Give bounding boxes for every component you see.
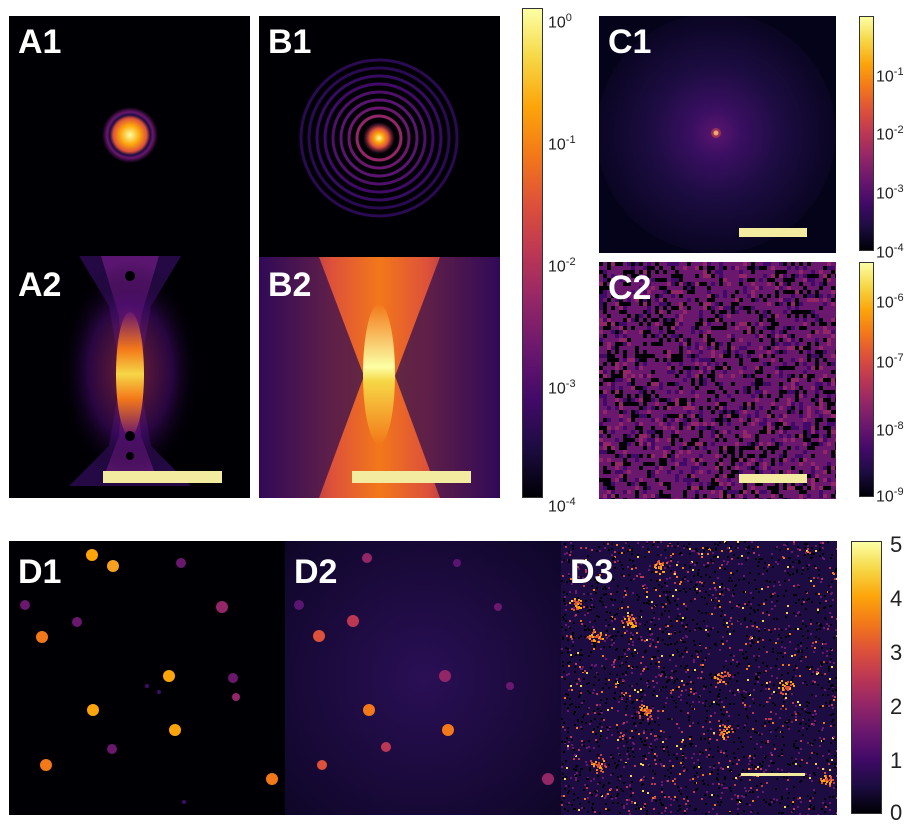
colorbar-c1-tick: 10-4 xyxy=(876,240,904,261)
colorbar-c2-tick: 10-9 xyxy=(876,484,904,505)
panel-label-d3: D3 xyxy=(570,555,613,589)
panel-a: A1 A2 xyxy=(9,16,250,498)
colorbar-d-tick: 2 xyxy=(890,696,902,718)
panel-c2: C2 xyxy=(599,262,836,499)
colorbar-d-tick: 3 xyxy=(890,642,902,664)
colorbar-ab-tick: 10-2 xyxy=(548,254,576,275)
colorbar-c1 xyxy=(859,16,874,251)
panel-label-d1: D1 xyxy=(18,555,61,589)
colorbar-c1-labels: 10-1 10-2 10-3 10-4 xyxy=(876,16,916,256)
panel-d2: D2 xyxy=(285,541,561,815)
colorbar-ab-tick: 10-4 xyxy=(548,494,576,515)
scale-bar-c1 xyxy=(739,228,807,237)
panel-b: B1 B2 xyxy=(259,16,500,498)
colorbar-ab-tick: 10-3 xyxy=(548,376,576,397)
panel-label-b2: B2 xyxy=(268,268,311,302)
colorbar-c2-tick: 10-8 xyxy=(876,418,904,439)
colorbar-ab-tick: 100 xyxy=(548,10,572,31)
colorbar-d-tick: 5 xyxy=(890,534,902,556)
colorbar-d-tick: 1 xyxy=(890,750,902,772)
colorbar-d-tick: 4 xyxy=(890,588,902,610)
scale-bar-b2 xyxy=(352,471,471,483)
colorbar-ab-tick: 10-1 xyxy=(548,132,576,153)
colorbar-c1-tick: 10-3 xyxy=(876,181,904,202)
panel-d1: D1 xyxy=(9,541,285,815)
colorbar-ab xyxy=(522,8,543,498)
panel-label-c2: C2 xyxy=(608,271,651,305)
panel-d3: D3 xyxy=(561,541,837,815)
panel-a-image xyxy=(9,16,250,498)
scale-bar-d3 xyxy=(741,773,805,776)
colorbar-ab-labels: 100 10-1 10-2 10-3 10-4 xyxy=(548,8,598,508)
scale-bar-a2 xyxy=(103,471,222,483)
panel-label-d2: D2 xyxy=(294,555,337,589)
colorbar-d xyxy=(851,541,882,814)
colorbar-c2-tick: 10-6 xyxy=(876,290,904,311)
colorbar-c1-tick: 10-1 xyxy=(876,64,904,85)
colorbar-d-tick: 0 xyxy=(890,802,902,824)
panel-label-c1: C1 xyxy=(608,25,651,59)
panel-c1: C1 xyxy=(599,16,836,253)
colorbar-c2-tick: 10-7 xyxy=(876,350,904,371)
colorbar-d-labels: 5 4 3 2 1 0 xyxy=(890,532,916,825)
colorbar-c2 xyxy=(859,262,874,497)
panel-b-image xyxy=(259,16,500,498)
colorbar-c1-tick: 10-2 xyxy=(876,122,904,143)
panel-label-a1: A1 xyxy=(18,25,61,59)
scale-bar-c2 xyxy=(739,474,807,483)
panel-label-b1: B1 xyxy=(268,25,311,59)
colorbar-c2-labels: 10-6 10-7 10-8 10-9 xyxy=(876,262,916,502)
panel-label-a2: A2 xyxy=(18,268,61,302)
